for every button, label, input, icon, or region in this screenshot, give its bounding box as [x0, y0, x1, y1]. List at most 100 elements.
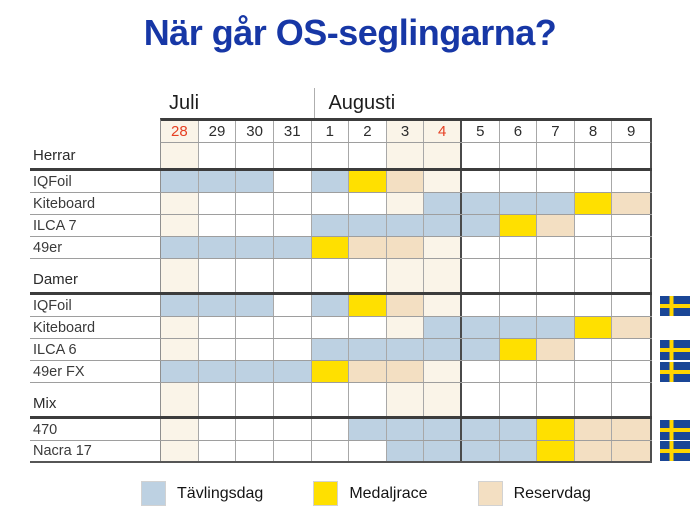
day-cells: [160, 383, 652, 416]
day-cells: [160, 193, 652, 214]
day-cell: [274, 193, 312, 214]
day-cell: [199, 259, 237, 292]
day-cell-Tävlingsdag: [461, 317, 500, 338]
day-cell: [612, 215, 650, 236]
sweden-flag-icon: [660, 419, 690, 440]
legend-item-reservdag: Reservdag: [477, 481, 591, 506]
sport-row-damer-iqfoil: IQFoil: [30, 295, 690, 317]
month-label-juli: Juli: [169, 92, 200, 114]
page-title: När går OS-seglingarna?: [143, 12, 557, 53]
day-cells: [160, 339, 652, 360]
date-header-row: 28 29 30 31 1 2 3 4 5 6 7 8 9: [30, 118, 652, 143]
day-cell: [274, 171, 312, 192]
day-cell-Medaljrace: [311, 237, 350, 258]
day-cell: [575, 259, 613, 292]
section-row-damer: Damer: [30, 259, 652, 295]
day-cell-Tävlingsdag: [461, 339, 500, 360]
day-cell-Reservdag: [612, 317, 650, 338]
day-cell: [537, 171, 575, 192]
day-cell-Tävlingsdag: [499, 193, 538, 214]
month-band-spacer: [30, 88, 163, 118]
day-cells: [160, 361, 652, 382]
day-cell: [575, 143, 613, 168]
date-cell: 9: [627, 123, 636, 140]
day-cell-helgmarkering: [424, 361, 462, 382]
day-cell: [274, 339, 312, 360]
legend-swatch-reservdag: [477, 481, 503, 506]
date-cells: 28 29 30 31 1 2 3 4 5 6 7 8 9: [160, 118, 652, 143]
day-cell: [274, 419, 312, 440]
sport-row-herrar-kiteboard: Kiteboard: [30, 193, 652, 215]
section-label-herrar: Herrar: [33, 147, 76, 164]
day-cell-Tävlingsdag: [161, 171, 199, 192]
day-cell: [500, 171, 538, 192]
day-cell-Tävlingsdag: [311, 215, 350, 236]
day-cell-helgmarkering: [386, 143, 425, 168]
sweden-flag-icon: [660, 339, 690, 360]
row-label-kiteboard: Kiteboard: [33, 195, 96, 212]
day-cell: [575, 339, 613, 360]
day-cell-helgmarkering: [424, 295, 462, 316]
day-cell: [236, 215, 274, 236]
day-cell-helgmarkering: [424, 383, 462, 416]
day-cell: [274, 215, 312, 236]
day-cell-helgmarkering: [161, 143, 199, 168]
day-cell-Tävlingsdag: [311, 295, 350, 316]
day-cell-Tävlingsdag: [198, 171, 237, 192]
sport-row-herrar-49er: 49er: [30, 237, 652, 259]
sport-row-herrar-ilca-7: ILCA 7: [30, 215, 652, 237]
day-cell: [312, 317, 350, 338]
day-cell-Medaljrace: [537, 441, 575, 461]
day-cell: [612, 295, 650, 316]
day-cell: [312, 441, 350, 461]
day-cell-Tävlingsdag: [461, 441, 500, 461]
section-row-herrar: Herrar: [30, 143, 652, 171]
date-cell: 1: [312, 121, 350, 142]
day-cell: [612, 259, 650, 292]
day-cells: [160, 237, 652, 258]
day-cell-Reservdag: [349, 237, 387, 258]
day-cell-Reservdag: [612, 419, 650, 440]
legend: Tävlingsdag Medaljrace Reservdag: [0, 481, 700, 506]
day-cell: [312, 143, 350, 168]
day-cell: [312, 383, 350, 416]
date-cell: 5: [462, 121, 500, 142]
day-cell: [500, 259, 538, 292]
day-cell-helgmarkering: [424, 259, 462, 292]
day-cell: [612, 237, 650, 258]
day-cell-Reservdag: [386, 237, 425, 258]
day-cell: [199, 215, 237, 236]
day-cell-helgmarkering: [161, 441, 199, 461]
legend-swatch-medaljrace: [313, 481, 339, 506]
day-cell: [462, 237, 500, 258]
day-cell: [575, 361, 613, 382]
day-cell: [274, 317, 312, 338]
day-cell: [236, 259, 274, 292]
date-cell: 7: [537, 121, 575, 142]
day-cell-Tävlingsdag: [499, 441, 538, 461]
day-cell: [500, 383, 538, 416]
sport-row-damer-kiteboard: Kiteboard: [30, 317, 652, 339]
day-cell: [199, 383, 237, 416]
day-cell-Tävlingsdag: [386, 215, 425, 236]
day-cell-Tävlingsdag: [311, 339, 350, 360]
day-cell-Medaljrace: [499, 339, 538, 360]
day-cell-helgmarkering: [424, 143, 462, 168]
section-row-mix: Mix: [30, 383, 652, 419]
day-cell-Reservdag: [386, 171, 425, 192]
month-label-augusti: Augusti: [314, 88, 655, 118]
row-label-iqfoil: IQFoil: [33, 173, 72, 190]
day-cell-Reservdag: [386, 295, 425, 316]
legend-label-reservdag: Reservdag: [513, 484, 591, 502]
day-cell: [500, 143, 538, 168]
legend-swatch-t-vlingsdag: [141, 481, 167, 506]
day-cell-Tävlingsdag: [537, 317, 575, 338]
day-cell-Tävlingsdag: [424, 339, 462, 360]
day-cell-Tävlingsdag: [161, 237, 199, 258]
section-label-damer: Damer: [33, 271, 79, 288]
day-cell-Tävlingsdag: [386, 339, 425, 360]
day-cell: [612, 383, 650, 416]
row-label-49er-fx: 49er FX: [33, 363, 85, 380]
sport-row-herrar-iqfoil: IQFoil: [30, 171, 652, 193]
day-cell: [199, 143, 237, 168]
